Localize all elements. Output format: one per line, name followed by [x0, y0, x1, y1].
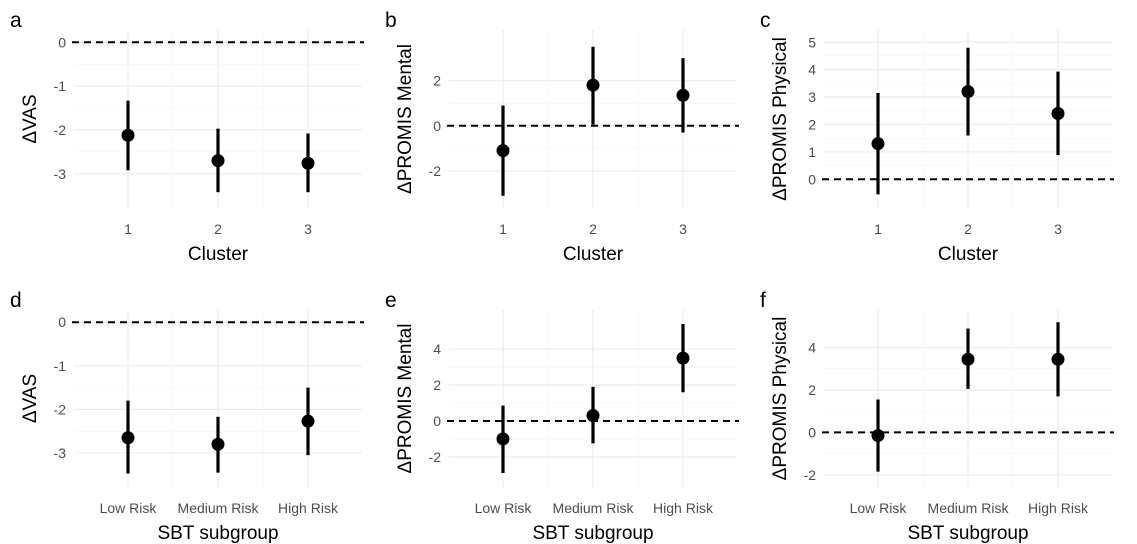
- y-tick-label: -2: [429, 449, 442, 465]
- panel-b: -2 0 2 1 2 3 Cluster ΔPROMIS Mental b: [385, 9, 739, 265]
- y-tick-label: 4: [433, 341, 441, 357]
- x-tick-label: High Risk: [278, 500, 339, 516]
- x-axis-title: SBT subgroup: [907, 523, 1028, 544]
- y-tick-label: 0: [58, 314, 66, 330]
- y-tick-label: 3: [808, 89, 816, 105]
- y-tick-label: 5: [808, 34, 816, 50]
- y-tick-label: 2: [433, 73, 441, 89]
- y-tick-label: 2: [808, 116, 816, 132]
- x-axis-title: Cluster: [938, 244, 999, 265]
- data-point: [301, 156, 315, 170]
- data-point: [211, 437, 225, 451]
- data-point: [871, 137, 885, 151]
- y-tick-label: -1: [54, 78, 67, 94]
- data-point: [1051, 107, 1065, 121]
- x-tick-label: 2: [964, 221, 972, 237]
- data-point: [961, 85, 975, 99]
- panel-tag: d: [10, 289, 22, 312]
- y-axis-title: ΔVAS: [20, 94, 41, 143]
- data-point: [586, 409, 600, 423]
- panel-tag: e: [385, 289, 397, 312]
- x-tick-label: 3: [1054, 221, 1062, 237]
- y-tick-label: 0: [808, 171, 816, 187]
- panel-tag: c: [760, 9, 771, 32]
- y-tick-label: -3: [54, 445, 67, 461]
- x-tick-label: 2: [214, 221, 222, 237]
- data-point: [676, 88, 690, 102]
- y-tick-label: 2: [808, 382, 816, 398]
- y-tick-label: 0: [433, 118, 441, 134]
- x-tick-label: Medium Risk: [553, 500, 635, 516]
- panel-c: 0 1 2 3 4 5 1 2 3 Cluster ΔPROMIS Physical c: [760, 9, 1114, 265]
- panel-tag: a: [10, 9, 22, 32]
- y-tick-label: -2: [54, 401, 67, 417]
- y-tick-label: -2: [804, 467, 817, 483]
- x-tick-label: 2: [589, 221, 597, 237]
- y-tick-label: -3: [54, 166, 67, 182]
- y-tick-label: -2: [54, 122, 67, 138]
- data-point: [586, 78, 600, 92]
- y-tick-label: 4: [808, 62, 816, 78]
- data-point: [496, 144, 510, 158]
- y-tick-label: 1: [808, 144, 816, 160]
- y-axis-title: ΔPROMIS Physical: [770, 37, 791, 201]
- data-point: [301, 414, 315, 428]
- y-tick-label: -1: [54, 358, 67, 374]
- y-tick-label: 4: [808, 340, 816, 356]
- y-axis-title: ΔPROMIS Physical: [770, 317, 791, 481]
- y-tick-label: 0: [58, 34, 66, 50]
- x-tick-label: 1: [124, 221, 132, 237]
- panel-a: -3 -2 -1 0 1 2 3 Cluster ΔVAS a: [10, 9, 364, 265]
- data-point: [1051, 352, 1065, 366]
- x-tick-label: Low Risk: [100, 500, 158, 516]
- y-tick-label: 0: [433, 413, 441, 429]
- y-tick-label: -2: [429, 163, 442, 179]
- x-tick-label: 1: [874, 221, 882, 237]
- y-tick-label: 2: [433, 377, 441, 393]
- x-tick-label: 3: [679, 221, 687, 237]
- data-point: [961, 352, 975, 366]
- data-point: [871, 429, 885, 443]
- x-tick-label: High Risk: [1028, 500, 1089, 516]
- data-point: [121, 128, 135, 142]
- x-tick-label: 3: [304, 221, 312, 237]
- x-tick-label: High Risk: [653, 500, 714, 516]
- y-axis-title: ΔPROMIS Mental: [395, 44, 416, 194]
- data-point: [211, 154, 225, 168]
- data-point: [676, 351, 690, 365]
- x-tick-label: Medium Risk: [178, 500, 260, 516]
- panel-tag: b: [385, 9, 397, 32]
- x-tick-label: Low Risk: [850, 500, 908, 516]
- x-tick-label: 1: [499, 221, 507, 237]
- data-point: [496, 432, 510, 446]
- x-axis-title: SBT subgroup: [157, 523, 278, 544]
- y-tick-label: 0: [808, 424, 816, 440]
- y-axis-title: ΔPROMIS Mental: [395, 324, 416, 474]
- x-tick-label: Medium Risk: [928, 500, 1010, 516]
- x-tick-label: Low Risk: [475, 500, 533, 516]
- y-axis-title: ΔVAS: [20, 374, 41, 423]
- panel-tag: f: [760, 289, 766, 312]
- data-point: [121, 431, 135, 445]
- x-axis-title: SBT subgroup: [532, 523, 653, 544]
- x-axis-title: Cluster: [188, 244, 249, 265]
- x-axis-title: Cluster: [563, 244, 624, 265]
